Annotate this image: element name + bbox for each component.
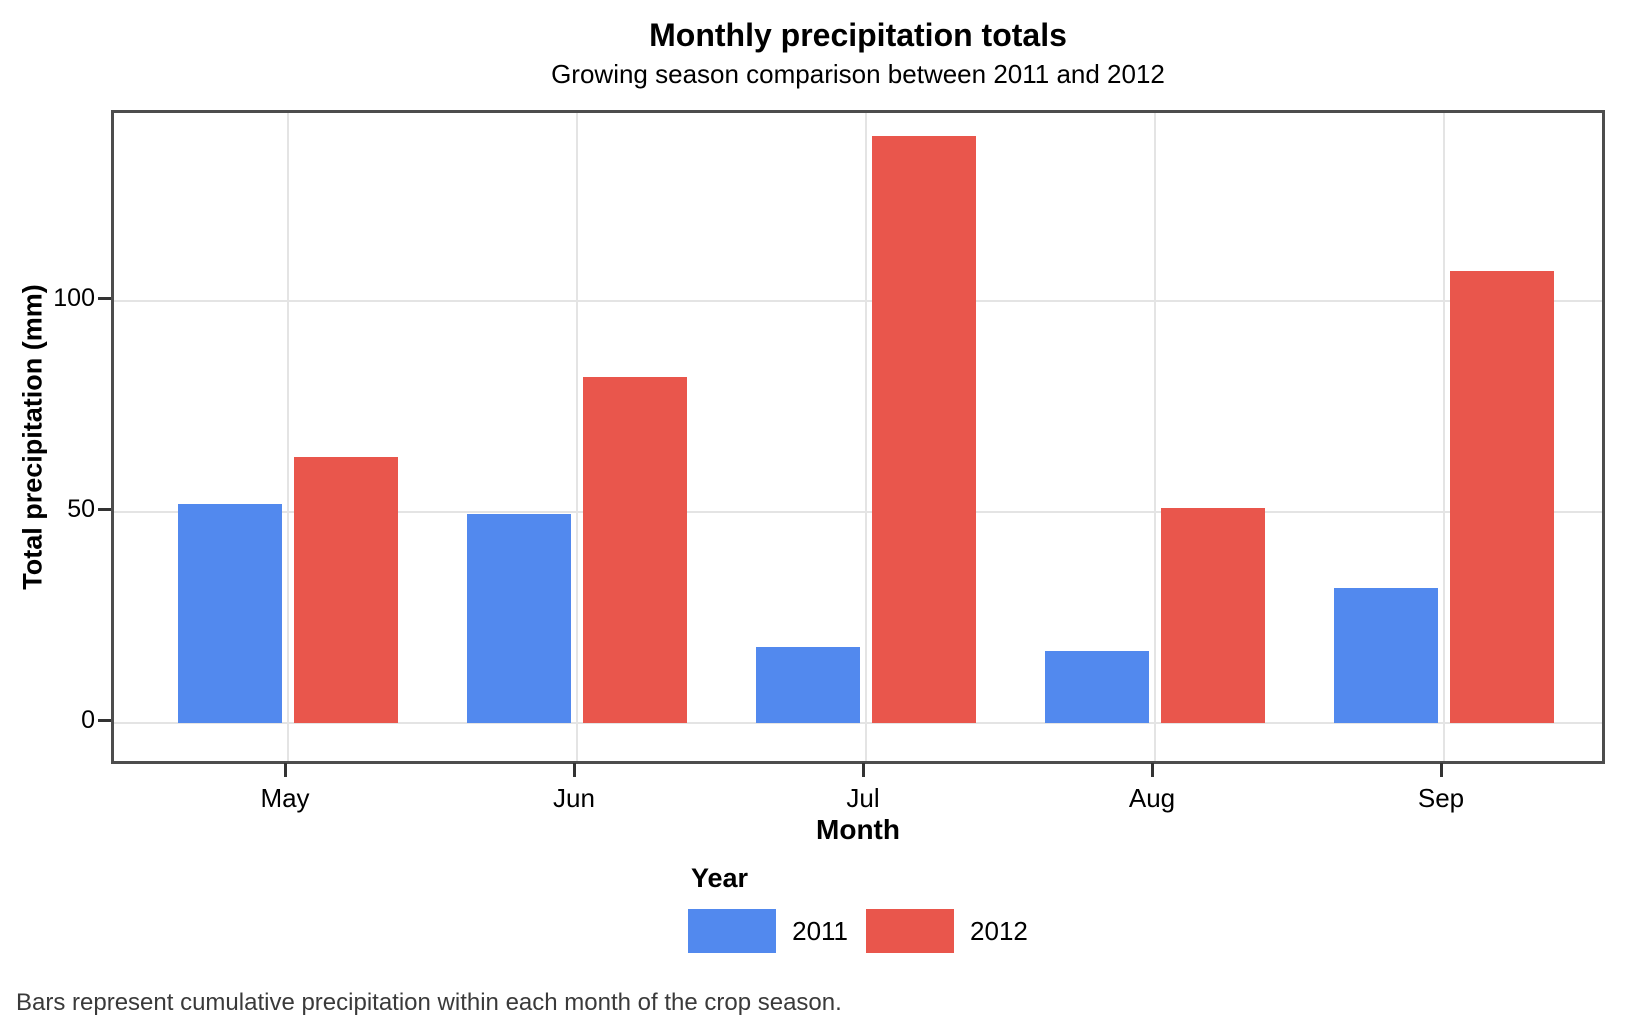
legend-label-2011: 2011 bbox=[792, 916, 849, 946]
x-tick-label-Jun: Jun bbox=[553, 783, 595, 813]
legend-item-2012: 2012 bbox=[866, 909, 1028, 953]
x-tick-mark-Sep bbox=[1439, 763, 1443, 777]
x-tick-label-Jul: Jul bbox=[846, 783, 880, 813]
bar-2011-Jul bbox=[756, 647, 860, 723]
y-tick-label-100: 100 bbox=[53, 284, 95, 312]
bar-2012-Aug bbox=[1161, 507, 1265, 723]
bar-2012-Jun bbox=[583, 376, 687, 723]
gridline-horizontal-100 bbox=[114, 300, 1602, 302]
x-axis-title: Month bbox=[816, 814, 900, 845]
legend-item-2011: 2011 bbox=[688, 909, 848, 953]
bar-2011-Jun bbox=[467, 514, 571, 723]
bar-2011-Aug bbox=[1045, 651, 1149, 723]
gridline-horizontal-50 bbox=[114, 511, 1602, 513]
y-tick-mark-0 bbox=[98, 718, 111, 722]
x-tick-mark-Aug bbox=[1150, 763, 1154, 777]
chart-title: Monthly precipitation totals bbox=[649, 17, 1067, 53]
x-tick-mark-Jul bbox=[861, 763, 865, 777]
x-tick-mark-May bbox=[283, 763, 287, 777]
bar-2012-May bbox=[294, 457, 398, 723]
x-tick-mark-Jun bbox=[572, 763, 576, 777]
plot-panel bbox=[111, 110, 1605, 764]
gridline-vertical-Jul bbox=[865, 113, 867, 761]
y-tick-mark-100 bbox=[98, 296, 111, 300]
y-tick-label-50: 50 bbox=[67, 495, 95, 523]
bar-2011-Sep bbox=[1334, 587, 1438, 723]
chart-caption: Bars represent cumulative precipitation … bbox=[16, 989, 842, 1016]
legend: 2011 2012 bbox=[111, 909, 1605, 953]
y-tick-label-0: 0 bbox=[81, 706, 95, 734]
bar-2012-Jul bbox=[872, 136, 976, 723]
legend-swatch-2011 bbox=[688, 909, 777, 953]
gridline-vertical-Aug bbox=[1154, 113, 1156, 761]
y-tick-mark-50 bbox=[98, 507, 111, 511]
gridline-vertical-Jun bbox=[576, 113, 578, 761]
bar-2011-May bbox=[178, 503, 282, 723]
chart-subtitle: Growing season comparison between 2011 a… bbox=[551, 59, 1165, 89]
bar-2012-Sep bbox=[1450, 271, 1554, 723]
legend-title: Year bbox=[691, 863, 749, 893]
legend-label-2012: 2012 bbox=[970, 916, 1028, 946]
gridline-vertical-Sep bbox=[1443, 113, 1445, 761]
y-axis-title: Total precipitation (mm) bbox=[17, 284, 48, 590]
x-tick-label-May: May bbox=[260, 783, 310, 813]
x-tick-label-Sep: Sep bbox=[1417, 783, 1465, 813]
x-tick-label-Aug: Aug bbox=[1128, 783, 1176, 813]
legend-swatch-2012 bbox=[866, 909, 955, 953]
gridline-horizontal-0 bbox=[114, 722, 1602, 724]
gridline-vertical-May bbox=[287, 113, 289, 761]
